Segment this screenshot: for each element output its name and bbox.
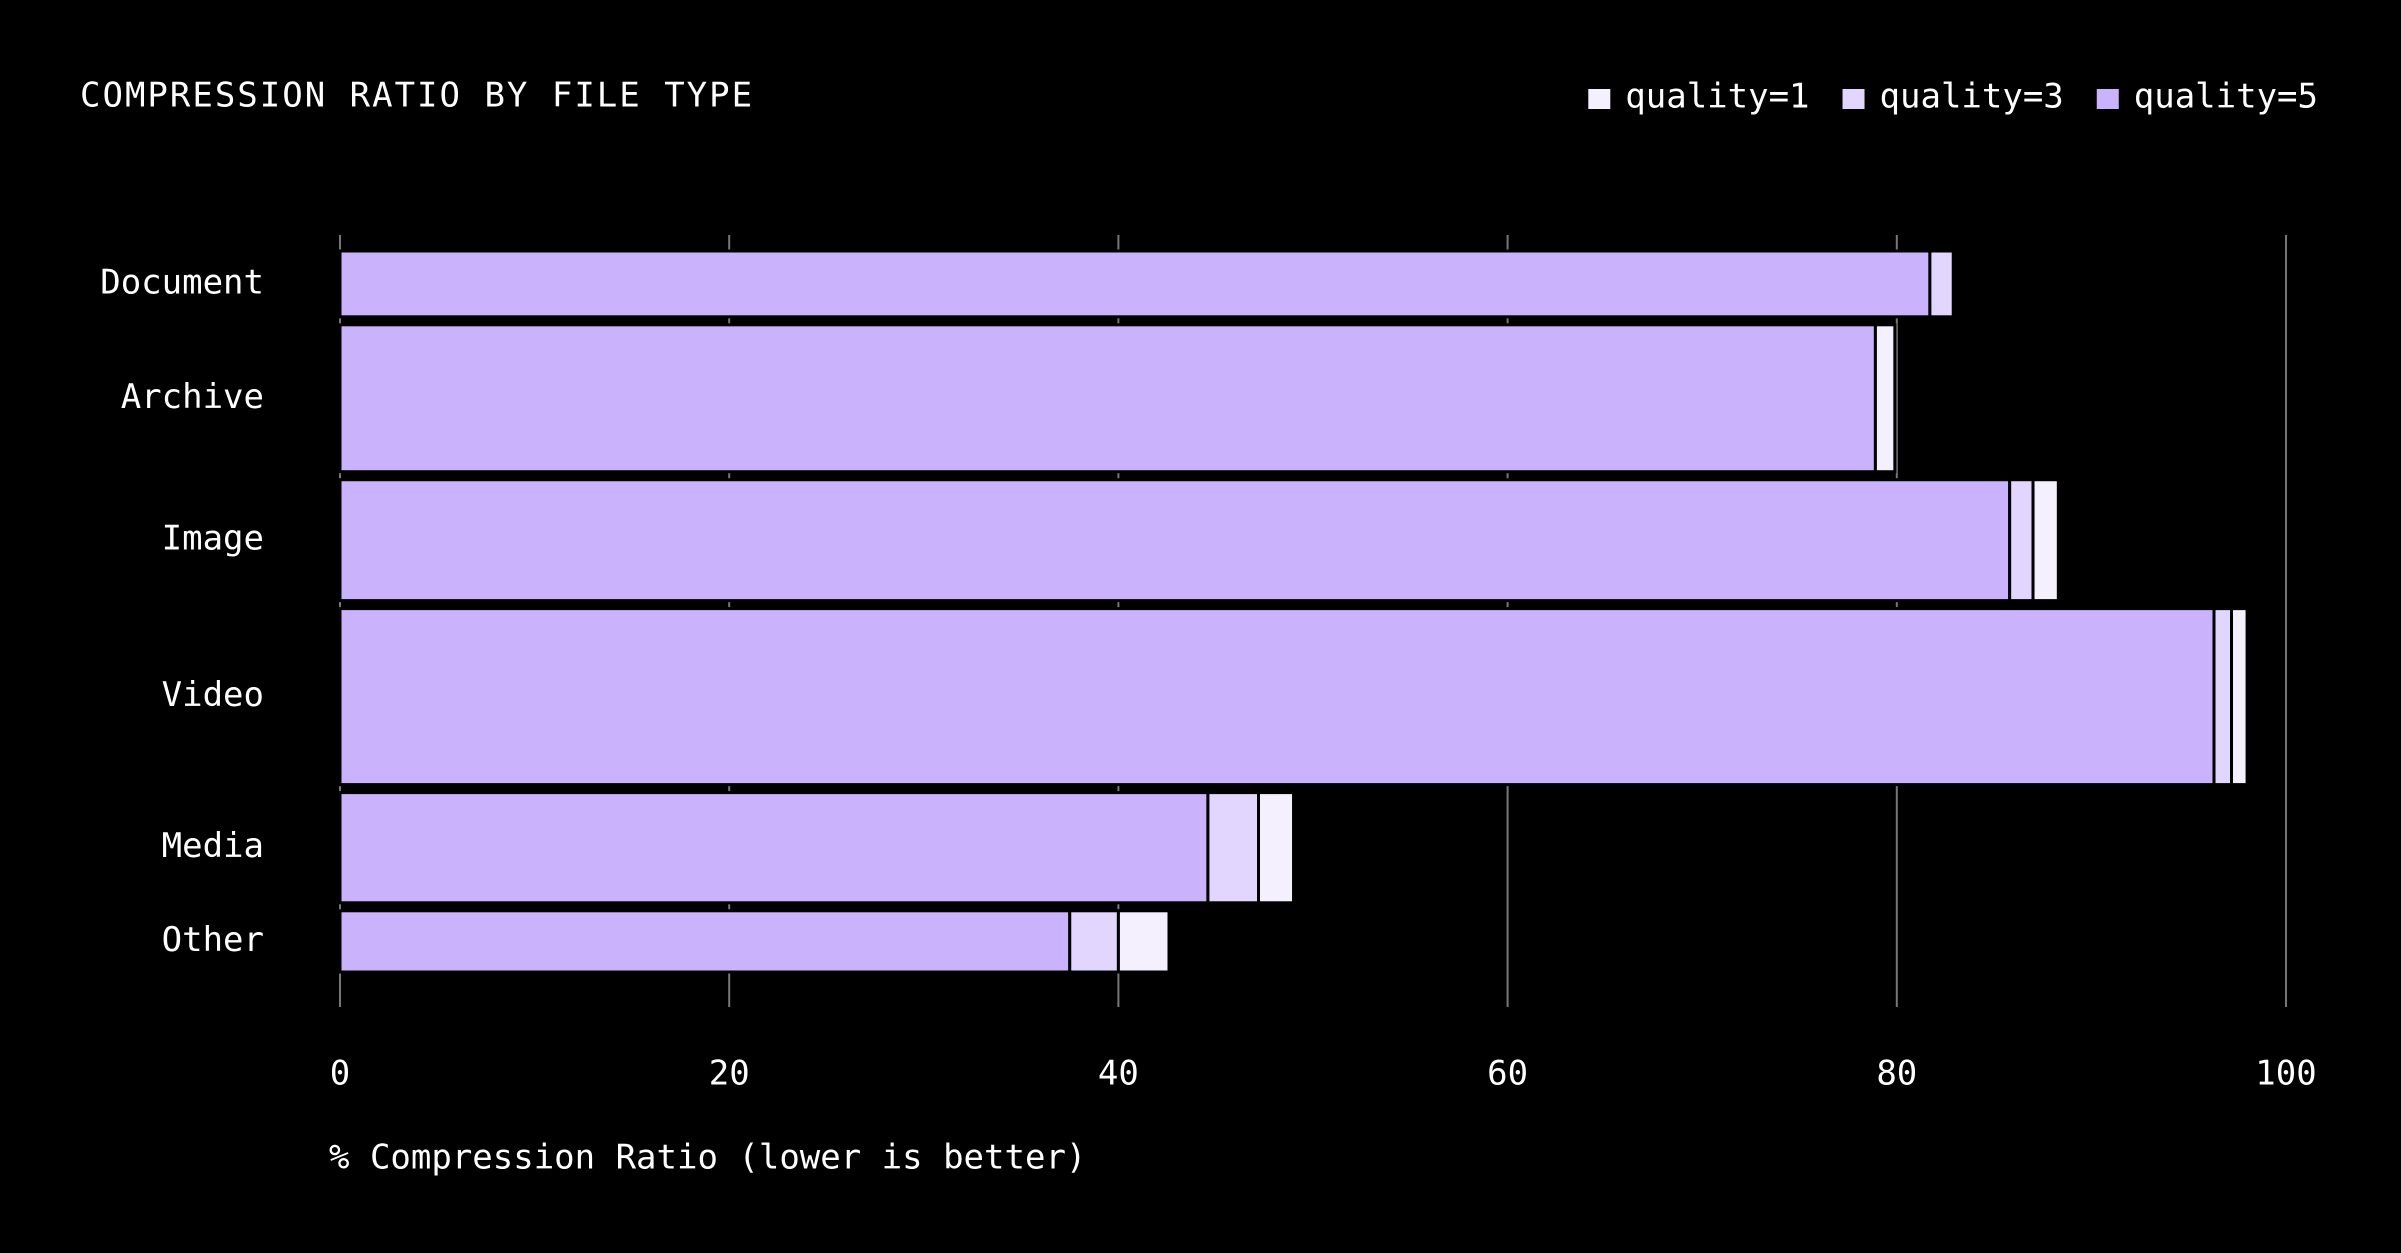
bar-segment	[338, 791, 1210, 905]
legend-label: quality=1	[1625, 77, 1809, 117]
bar-segment	[338, 909, 1072, 974]
bar-segment	[2031, 478, 2060, 603]
legend-swatch	[1842, 89, 1865, 109]
bar-segment	[1928, 249, 1955, 319]
bar-segment	[1206, 791, 1261, 905]
x-tick-label: 0	[330, 1054, 350, 1094]
x-tick-label: 80	[1876, 1054, 1917, 1094]
legend-swatch	[2096, 89, 2119, 109]
bar-segment	[338, 249, 1932, 319]
y-tick-label: Video	[162, 675, 264, 715]
legend-label: quality=3	[1880, 77, 2064, 117]
bar-segment	[338, 478, 2012, 603]
y-tick-label: Document	[100, 262, 264, 302]
bar-segment	[338, 607, 2216, 787]
bar-segment	[2008, 478, 2035, 603]
x-tick-label: 40	[1098, 1054, 1139, 1094]
bar-segment	[1873, 323, 1897, 474]
bar-segment	[1257, 791, 1296, 905]
bar-segment	[2212, 607, 2234, 787]
legend-label: quality=5	[2134, 77, 2318, 117]
y-tick-label: Other	[162, 920, 264, 960]
chart-title: COMPRESSION RATIO BY FILE TYPE	[80, 76, 754, 116]
y-tick-label: Archive	[121, 377, 264, 417]
y-tick-label: Image	[162, 519, 264, 559]
x-tick-label: 60	[1487, 1054, 1528, 1094]
bar-segment	[1068, 909, 1120, 974]
x-tick-label: 20	[709, 1054, 750, 1094]
x-axis-label: % Compression Ratio (lower is better)	[329, 1138, 1086, 1178]
bar-segment	[2230, 607, 2249, 787]
bar-segment	[338, 323, 1877, 474]
legend-swatch	[1588, 89, 1611, 109]
y-tick-label: Media	[162, 826, 264, 866]
x-tick-label: 100	[2255, 1054, 2316, 1094]
bar-segment	[1116, 909, 1171, 974]
